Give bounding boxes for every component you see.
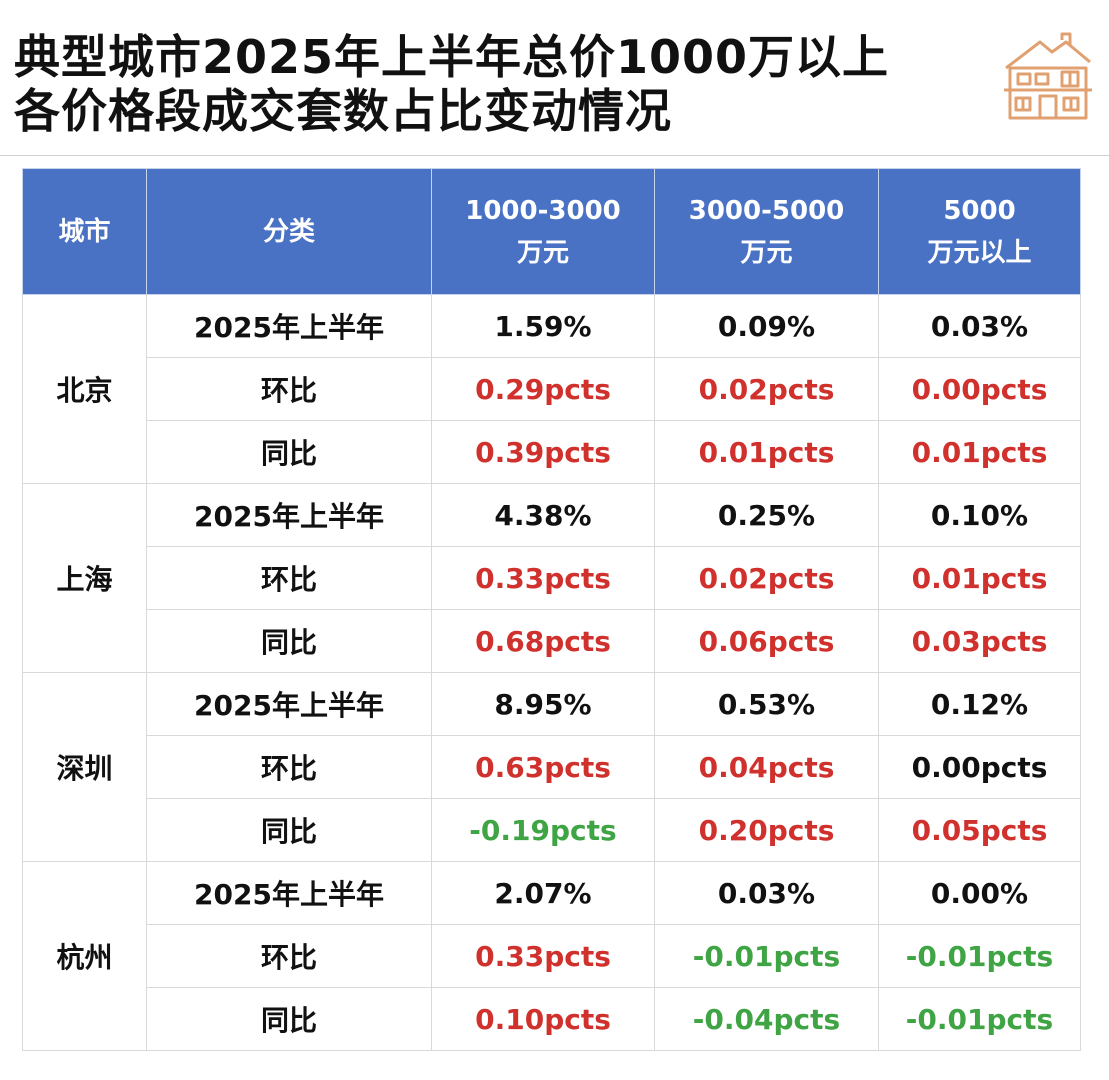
value-cell: 0.63pcts xyxy=(431,735,655,799)
header-col-3000-5000: 3000-5000 万元 xyxy=(654,168,879,295)
value-cell: 0.00pcts xyxy=(878,357,1081,421)
value-cell: 0.09% xyxy=(654,294,879,358)
value-cell: 0.20pcts xyxy=(654,798,879,862)
value-cell: 0.00% xyxy=(878,861,1081,925)
title-line-1: 典型城市2025年上半年总价1000万以上 xyxy=(14,30,890,84)
category-cell: 环比 xyxy=(146,546,432,610)
category-cell: 2025年上半年 xyxy=(146,861,432,925)
header-col1-line1: 1000-3000 xyxy=(465,195,621,226)
header-col3-line2: 万元以上 xyxy=(927,237,1032,268)
header-col3-line1: 5000 xyxy=(943,195,1016,226)
value-cell: 0.33pcts xyxy=(431,924,655,988)
value-cell: -0.01pcts xyxy=(654,924,879,988)
category-cell: 2025年上半年 xyxy=(146,672,432,736)
category-cell: 2025年上半年 xyxy=(146,294,432,358)
table-row: 环比 0.33pcts -0.01pcts -0.01pcts xyxy=(23,924,1081,988)
table-row: 环比 0.33pcts 0.02pcts 0.01pcts xyxy=(23,546,1081,610)
header-col2-line1: 3000-5000 xyxy=(688,195,845,226)
value-cell: 8.95% xyxy=(431,672,655,736)
value-cell: 4.38% xyxy=(431,483,655,547)
category-cell: 环比 xyxy=(146,357,432,421)
city-cell: 深圳 xyxy=(22,672,147,862)
value-cell: -0.01pcts xyxy=(878,987,1081,1051)
table-row: 杭州 2025年上半年 2.07% 0.03% 0.00% xyxy=(22,861,1081,1051)
table-row: 北京 2025年上半年 1.59% 0.09% 0.03% xyxy=(22,294,1081,484)
table-row: 同比 0.68pcts 0.06pcts 0.03pcts xyxy=(23,609,1081,673)
header-col-1000-3000: 1000-3000 万元 xyxy=(431,168,655,295)
value-cell: -0.04pcts xyxy=(654,987,879,1051)
table-row: 上海 2025年上半年 4.38% 0.25% 0.10% xyxy=(22,483,1081,673)
header-city: 城市 xyxy=(22,168,147,295)
title-line-2: 各价格段成交套数占比变动情况 xyxy=(14,84,672,138)
header-category: 分类 xyxy=(146,168,432,295)
value-cell: 0.03pcts xyxy=(878,609,1081,673)
value-cell: 0.04pcts xyxy=(654,735,879,799)
table-row: 环比 0.63pcts 0.04pcts 0.00pcts xyxy=(23,735,1081,799)
table-row: 同比 0.39pcts 0.01pcts 0.01pcts xyxy=(23,420,1081,484)
data-table: 城市 分类 1000-3000 万元 3000-5000 万元 5000 万元以… xyxy=(22,168,1081,1051)
value-cell: 0.02pcts xyxy=(654,546,879,610)
value-cell: -0.01pcts xyxy=(878,924,1081,988)
value-cell: 0.10pcts xyxy=(431,987,655,1051)
table-row: 环比 0.29pcts 0.02pcts 0.00pcts xyxy=(23,357,1081,421)
category-cell: 同比 xyxy=(146,420,432,484)
value-cell: 0.01pcts xyxy=(878,546,1081,610)
header-col1-line2: 万元 xyxy=(516,237,569,268)
value-cell: 0.03% xyxy=(878,294,1081,358)
value-cell: 0.05pcts xyxy=(878,798,1081,862)
house-icon xyxy=(1004,32,1092,120)
value-cell: 0.06pcts xyxy=(654,609,879,673)
category-cell: 2025年上半年 xyxy=(146,483,432,547)
page-title: 典型城市2025年上半年总价1000万以上 各价格段成交套数占比变动情况 xyxy=(14,30,994,138)
value-cell: 0.01pcts xyxy=(654,420,879,484)
table-row: 深圳 2025年上半年 8.95% 0.53% 0.12% xyxy=(22,672,1081,862)
category-cell: 同比 xyxy=(146,798,432,862)
category-cell: 环比 xyxy=(146,924,432,988)
value-cell: 0.33pcts xyxy=(431,546,655,610)
city-cell: 杭州 xyxy=(22,861,147,1051)
value-cell: 1.59% xyxy=(431,294,655,358)
value-cell: 0.25% xyxy=(654,483,879,547)
value-cell: 0.53% xyxy=(654,672,879,736)
category-cell: 同比 xyxy=(146,609,432,673)
value-cell: 0.39pcts xyxy=(431,420,655,484)
value-cell: 0.02pcts xyxy=(654,357,879,421)
value-cell: 0.01pcts xyxy=(878,420,1081,484)
category-cell: 同比 xyxy=(146,987,432,1051)
category-cell: 环比 xyxy=(146,735,432,799)
value-cell: 0.03% xyxy=(654,861,879,925)
value-cell: -0.19pcts xyxy=(431,798,655,862)
value-cell: 0.12% xyxy=(878,672,1081,736)
city-cell: 北京 xyxy=(22,294,147,484)
header-col2-line2: 万元 xyxy=(740,237,793,268)
header-row: 城市 分类 1000-3000 万元 3000-5000 万元 5000 万元以… xyxy=(22,168,1081,295)
city-cell: 上海 xyxy=(22,483,147,673)
table-row: 同比 -0.19pcts 0.20pcts 0.05pcts xyxy=(23,798,1081,862)
value-cell: 2.07% xyxy=(431,861,655,925)
value-cell: 0.00pcts xyxy=(878,735,1081,799)
title-divider xyxy=(0,155,1109,156)
value-cell: 0.68pcts xyxy=(431,609,655,673)
value-cell: 0.10% xyxy=(878,483,1081,547)
table-row: 同比 0.10pcts -0.04pcts -0.01pcts xyxy=(23,987,1081,1051)
header-col-5000-plus: 5000 万元以上 xyxy=(878,168,1081,295)
value-cell: 0.29pcts xyxy=(431,357,655,421)
